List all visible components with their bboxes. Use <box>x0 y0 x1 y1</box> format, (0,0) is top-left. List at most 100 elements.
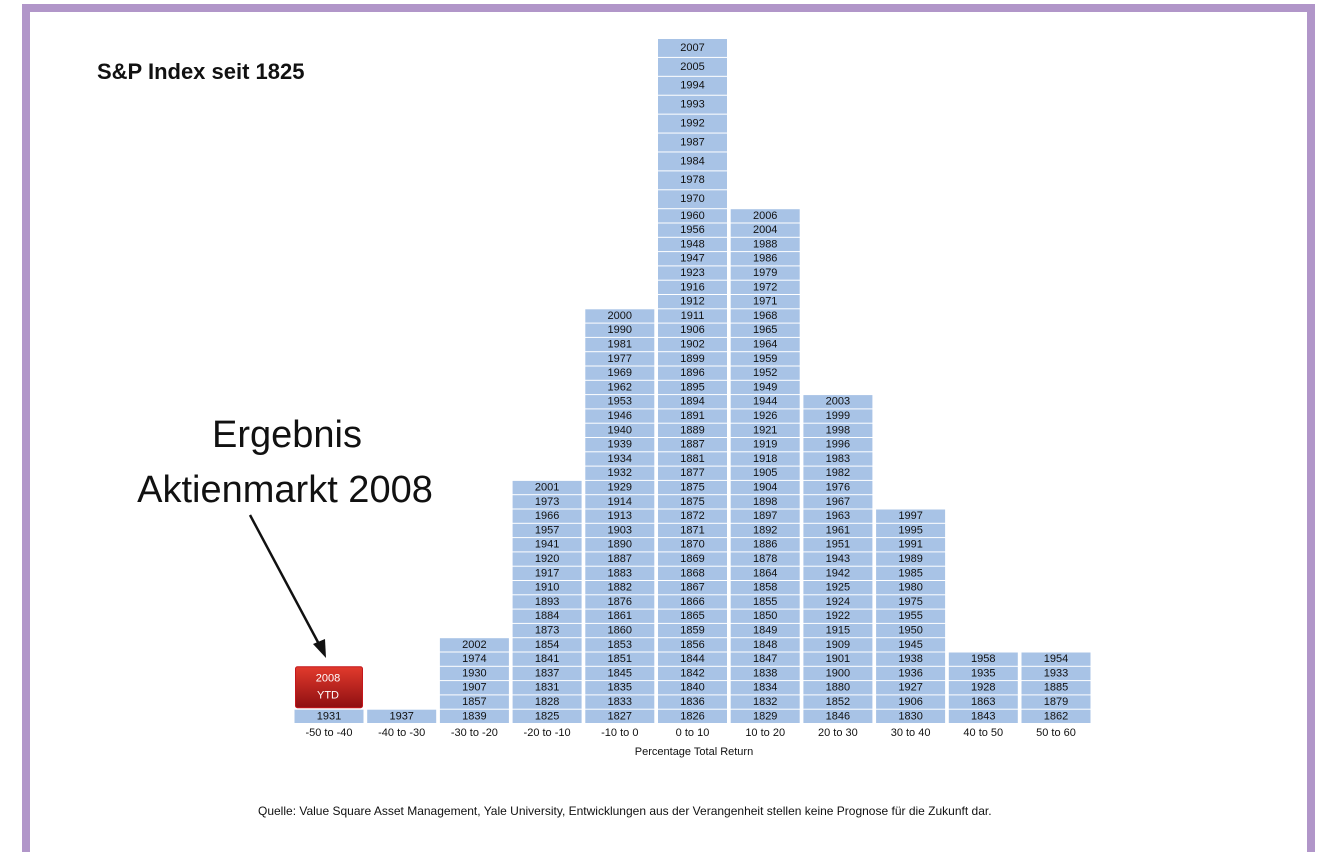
year-cell <box>658 509 727 523</box>
year-label: 1966 <box>535 510 559 522</box>
year-label: 1920 <box>535 553 559 565</box>
year-cell <box>658 309 727 323</box>
year-label: 1848 <box>753 639 777 651</box>
year-label: 1843 <box>971 710 995 722</box>
year-label: 1938 <box>898 653 922 665</box>
year-label: 1983 <box>826 453 850 465</box>
year-cell <box>876 595 946 609</box>
year-label: 1988 <box>753 238 777 250</box>
year-cell <box>730 552 800 566</box>
year-label: 1835 <box>608 682 632 694</box>
year-label: 1838 <box>753 667 777 679</box>
year-label: 1979 <box>753 267 777 279</box>
year-label: 1971 <box>753 296 777 308</box>
year-label: 1993 <box>680 99 704 111</box>
year-label: 1836 <box>680 696 704 708</box>
year-label: 1925 <box>826 582 850 594</box>
year-label: 2003 <box>826 396 850 408</box>
year-cell <box>585 323 655 337</box>
year-label: 1934 <box>608 453 632 465</box>
year-label: 2001 <box>535 481 559 493</box>
year-cell <box>585 495 655 509</box>
year-cell <box>585 652 655 666</box>
year-cell <box>585 638 655 652</box>
year-label: 1909 <box>826 639 850 651</box>
year-label: 1831 <box>535 682 559 694</box>
year-label: 1947 <box>680 253 704 265</box>
year-label: 1867 <box>680 582 704 594</box>
year-label: 1982 <box>826 467 850 479</box>
year-label: 1868 <box>680 567 704 579</box>
year-label: 1918 <box>753 453 777 465</box>
year-label: 2007 <box>680 42 704 54</box>
year-cell <box>1021 709 1091 723</box>
year-cell <box>730 252 800 266</box>
year-label: 1927 <box>898 682 922 694</box>
year-cell <box>512 566 582 580</box>
annotation: Ergebnis <box>212 414 362 456</box>
year-label: 1837 <box>535 667 559 679</box>
highlight-label: YTD <box>317 690 339 702</box>
year-label: 1913 <box>608 510 632 522</box>
year-cell <box>658 581 727 595</box>
year-label: 1889 <box>680 424 704 436</box>
year-label: 1857 <box>462 696 486 708</box>
year-cell <box>585 509 655 523</box>
x-axis-label: Percentage Total Return <box>635 746 753 758</box>
year-label: 1948 <box>680 238 704 250</box>
year-cell <box>730 380 800 395</box>
year-label: 1907 <box>462 682 486 694</box>
year-cell <box>512 523 582 538</box>
year-cell <box>1021 652 1091 666</box>
year-cell <box>803 423 873 437</box>
year-cell <box>439 666 509 681</box>
year-cell <box>439 652 509 666</box>
year-label: 1896 <box>680 367 704 379</box>
year-label: 1873 <box>535 624 559 636</box>
source-note: Quelle: Value Square Asset Management, Y… <box>258 804 992 818</box>
year-cell <box>585 695 655 709</box>
year-label: 1944 <box>753 396 777 408</box>
annotation-arrow <box>248 514 322 647</box>
year-cell <box>730 280 800 294</box>
year-cell <box>658 295 727 309</box>
year-cell <box>585 352 655 366</box>
year-cell <box>658 495 727 509</box>
year-cell <box>730 595 800 609</box>
year-label: 1976 <box>826 481 850 493</box>
year-label: 1923 <box>680 267 704 279</box>
year-label: 1973 <box>535 496 559 508</box>
year-cell <box>658 552 727 566</box>
year-label: 1969 <box>608 367 632 379</box>
year-cell <box>730 438 800 452</box>
year-cell <box>730 509 800 523</box>
year-cell <box>876 509 946 523</box>
year-label: 1844 <box>680 653 704 665</box>
year-cell <box>876 681 946 695</box>
year-cell <box>1021 695 1091 709</box>
year-cell <box>948 695 1018 709</box>
year-label: 1879 <box>1044 696 1068 708</box>
year-label: 1991 <box>898 539 922 551</box>
year-cell <box>730 337 800 352</box>
year-cell <box>658 190 727 209</box>
year-cell <box>730 566 800 580</box>
year-label: 1930 <box>462 667 486 679</box>
year-label: 1961 <box>826 524 850 536</box>
year-label: 1900 <box>826 667 850 679</box>
year-cell <box>585 681 655 695</box>
year-label: 1975 <box>898 596 922 608</box>
year-label: 1972 <box>753 281 777 293</box>
year-label: 1832 <box>753 696 777 708</box>
year-cell <box>658 523 727 538</box>
year-label: 1911 <box>681 310 705 322</box>
year-label: 1984 <box>680 155 704 167</box>
year-label: 1854 <box>535 639 559 651</box>
year-label: 1825 <box>535 710 559 722</box>
year-cell <box>658 76 727 95</box>
year-label: 1981 <box>608 338 632 350</box>
year-cell <box>658 133 727 152</box>
year-cell <box>876 581 946 595</box>
x-tick-label: -40 to -30 <box>378 727 425 739</box>
year-cell <box>876 709 946 723</box>
